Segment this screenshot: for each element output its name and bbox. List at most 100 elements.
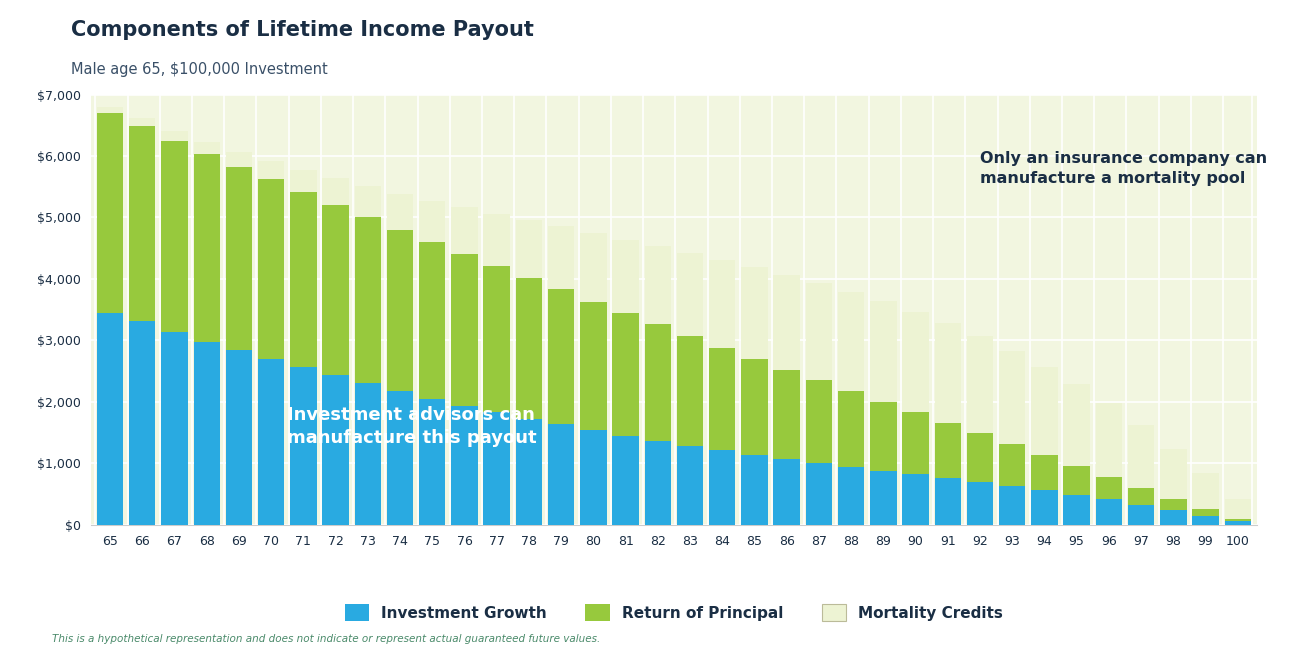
Bar	[677, 445, 704, 525]
Bar	[839, 292, 864, 391]
Bar	[870, 301, 897, 402]
Bar	[644, 441, 671, 525]
Bar	[774, 370, 800, 459]
Bar	[1160, 499, 1187, 510]
Bar	[677, 336, 704, 445]
Bar	[548, 226, 574, 289]
Bar	[1160, 449, 1187, 499]
Bar	[386, 194, 413, 230]
Bar	[1192, 509, 1218, 516]
Bar	[161, 141, 188, 333]
Bar	[516, 419, 542, 525]
Bar	[806, 463, 832, 525]
Bar	[548, 424, 574, 525]
Bar	[258, 161, 284, 179]
Bar	[548, 289, 574, 424]
Bar	[999, 351, 1025, 444]
Bar	[290, 192, 316, 368]
Bar	[806, 283, 832, 380]
Bar	[581, 302, 607, 430]
Text: Components of Lifetime Income Payout: Components of Lifetime Income Payout	[71, 20, 534, 40]
Bar	[323, 205, 349, 376]
Bar	[1128, 488, 1155, 505]
Bar	[483, 266, 509, 412]
Bar	[516, 220, 542, 278]
Bar	[161, 333, 188, 525]
Bar	[967, 434, 993, 482]
Bar	[709, 348, 735, 451]
Bar	[323, 376, 349, 525]
Bar	[323, 178, 349, 205]
Bar	[999, 444, 1025, 486]
Bar	[1064, 495, 1090, 525]
Bar	[999, 486, 1025, 525]
Bar	[193, 142, 220, 154]
Bar	[258, 359, 284, 525]
Bar	[483, 412, 509, 525]
Bar	[741, 267, 767, 359]
Bar	[774, 459, 800, 525]
Bar	[130, 118, 156, 126]
Bar	[1064, 466, 1090, 495]
Bar	[290, 170, 316, 192]
Bar	[419, 201, 446, 242]
Bar	[451, 207, 478, 254]
Bar	[870, 402, 897, 471]
Bar	[1225, 499, 1251, 520]
Bar	[1032, 455, 1058, 490]
Text: Only an insurance company can
manufacture a mortality pool: Only an insurance company can manufactur…	[980, 151, 1267, 186]
Bar	[1192, 473, 1218, 509]
Bar	[1032, 490, 1058, 525]
Bar	[1128, 505, 1155, 525]
Bar	[709, 451, 735, 525]
Bar	[902, 412, 929, 475]
Bar	[581, 233, 607, 302]
Bar	[902, 312, 929, 412]
Text: This is a hypothetical representation and does not indicate or represent actual : This is a hypothetical representation an…	[52, 634, 600, 644]
Bar	[97, 313, 123, 525]
Bar	[1064, 384, 1090, 466]
Bar	[1160, 510, 1187, 525]
Bar	[193, 154, 220, 342]
Bar	[483, 214, 509, 266]
Bar	[934, 478, 962, 525]
Bar	[644, 325, 671, 441]
Bar	[709, 260, 735, 348]
Text: Investment advisors can
manufacture this payout: Investment advisors can manufacture this…	[288, 406, 537, 447]
Bar	[902, 475, 929, 525]
Bar	[97, 113, 123, 313]
Bar	[934, 323, 962, 422]
Bar	[97, 107, 123, 113]
Bar	[1095, 403, 1122, 477]
Bar	[1095, 477, 1122, 499]
Bar	[839, 467, 864, 525]
Bar	[774, 274, 800, 370]
Bar	[934, 422, 962, 478]
Bar	[193, 342, 220, 525]
Bar	[870, 471, 897, 525]
Bar	[258, 179, 284, 359]
Bar	[355, 218, 381, 383]
Bar	[644, 246, 671, 325]
Bar	[741, 359, 767, 455]
Bar	[451, 254, 478, 406]
Bar	[967, 336, 993, 434]
Bar	[1192, 516, 1218, 525]
Bar	[290, 368, 316, 525]
Bar	[451, 406, 478, 525]
Bar	[419, 242, 446, 399]
Bar	[130, 321, 156, 525]
Bar	[386, 230, 413, 391]
Bar	[419, 399, 446, 525]
Bar	[386, 391, 413, 525]
Bar	[355, 383, 381, 525]
Bar	[967, 482, 993, 525]
Bar	[226, 167, 253, 350]
Bar	[581, 430, 607, 525]
Bar	[161, 131, 188, 141]
Bar	[613, 314, 639, 436]
Bar	[613, 240, 639, 314]
Bar	[677, 252, 704, 336]
Bar	[355, 186, 381, 218]
Bar	[226, 350, 253, 525]
